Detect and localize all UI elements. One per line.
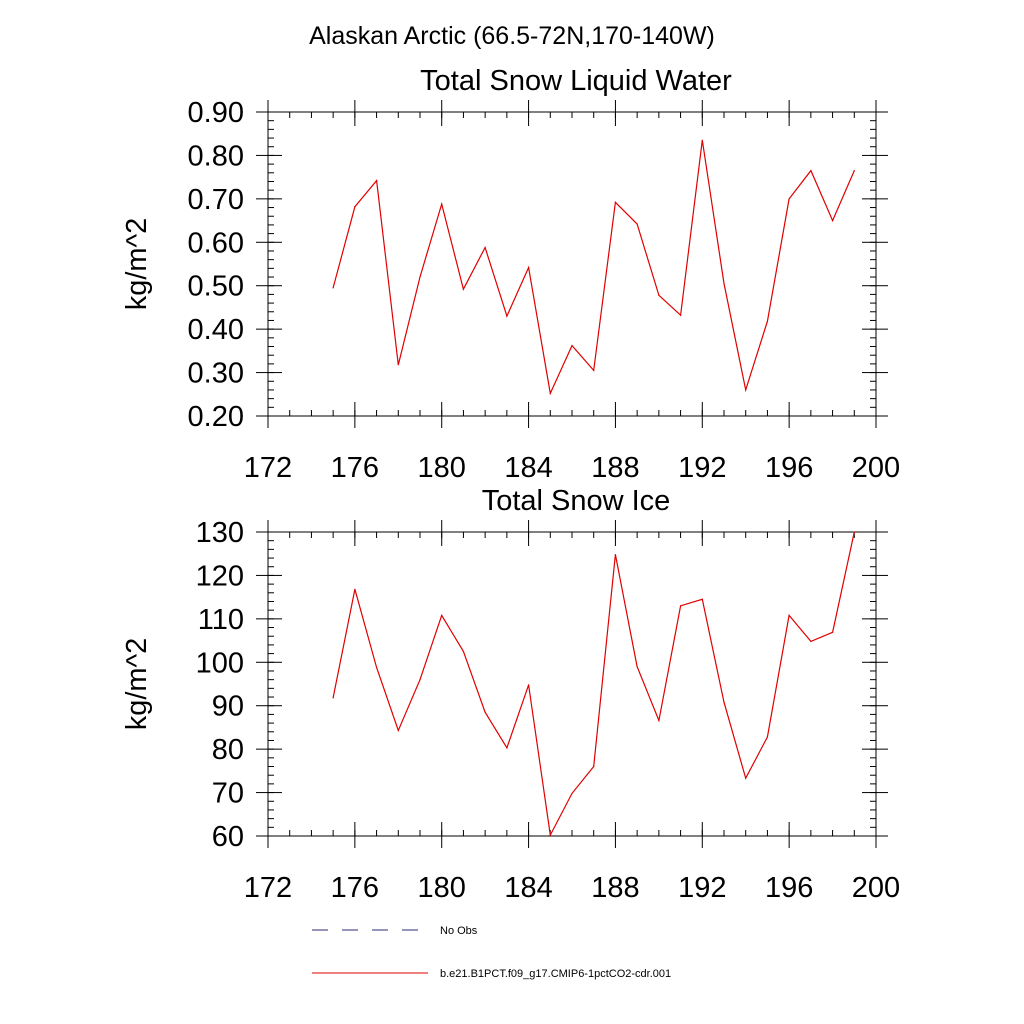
x-tick-label: 192 [678,872,726,904]
data-point [810,640,812,643]
data-point [788,614,790,616]
data-point [810,170,812,172]
chart-title-snow-ice: Total Snow Ice [482,485,671,517]
data-point [419,276,421,278]
data-point [701,598,703,600]
y-tick-label: 0.30 [188,358,244,390]
data-point [462,288,465,290]
data-point [831,631,834,633]
data-point [527,266,530,269]
data-point [506,747,508,749]
x-tick-label: 184 [504,872,552,904]
y-tick-label: 80 [212,734,244,766]
y-tick-label: 0.20 [188,401,244,433]
series-line-snow-ice [332,531,855,838]
data-point [354,206,356,208]
data-point [853,170,855,172]
data-point [506,315,508,317]
data-point [571,792,573,795]
data-point [527,684,530,686]
y-tick-label: 90 [212,691,244,723]
data-point [593,765,595,768]
data-point [701,139,703,141]
x-tick-label: 200 [852,872,900,904]
x-tick-label: 188 [591,872,639,904]
x-tick-label: 196 [765,872,813,904]
snow-liquid-water-panel: Total Snow Liquid Water kg/m^2 172 176 180 18… [121,65,900,484]
x-tick-label: 196 [765,452,813,484]
data-point [397,364,399,366]
x-tick-label: 180 [418,452,466,484]
data-point [375,180,378,182]
x-tick-label: 192 [678,452,726,484]
data-point [397,729,399,732]
plot-frame-snow-ice [267,531,877,837]
data-point [745,389,747,391]
data-point [766,320,769,322]
data-point [614,201,617,203]
data-point [332,697,334,699]
data-point [723,282,725,285]
y-tick-label: 0.50 [188,271,244,303]
y-tick-label: 0.90 [188,97,244,129]
chart-title-liquid-water: Total Snow Liquid Water [420,65,732,97]
data-point [593,369,595,371]
data-point [853,531,855,533]
data-point [332,287,334,289]
snow-ice-panel: Total Snow Ice kg/m^2 172 176 180 184 188 192 19… [121,485,900,904]
x-tick-label: 200 [852,452,900,484]
legend-label-model-run: b.e21.B1PCT.f09_g17.CMIP6-1pctCO2-cdr.00… [440,968,671,980]
legend: No Obs b.e21.B1PCT.f09_g17.CMIP6-1pctCO2… [312,925,671,980]
data-point [658,719,660,722]
data-point [441,203,443,205]
data-point [636,223,638,225]
data-point [375,666,378,669]
data-point [766,736,769,738]
data-point [679,314,682,316]
y-tick-label: 0.80 [188,140,244,172]
data-point [484,711,486,713]
data-point [549,834,551,836]
data-point [419,679,421,681]
x-tick-label: 172 [244,872,292,904]
page-title: Alaskan Arctic (66.5-72N,170-140W) [309,22,715,50]
y-tick-label: 110 [198,604,244,636]
y-axis-label-liquid-water: kg/m^2 [121,218,153,311]
data-point [354,588,356,590]
data-point [614,553,617,556]
y-tick-label: 0.60 [188,227,244,259]
x-tick-label: 176 [331,452,379,484]
legend-label-no-obs: No Obs [440,925,478,937]
y-tick-label: 0.40 [188,314,244,346]
x-tick-label: 176 [331,872,379,904]
x-tick-label: 180 [418,872,466,904]
data-point [788,198,790,200]
y-tick-label: 70 [212,778,244,810]
y-tick-label: 120 [196,560,244,592]
y-tick-label: 60 [212,821,244,853]
x-tick-label: 188 [591,452,639,484]
data-point [441,614,443,616]
x-tick-label: 172 [244,452,292,484]
y-tick-label: 130 [196,517,244,549]
data-point [745,777,747,779]
plot-frame-liquid-water [267,111,877,417]
y-tick-label: 0.70 [188,184,244,216]
y-axis-label-snow-ice: kg/m^2 [121,638,153,731]
data-point [462,650,465,653]
data-point [679,605,682,607]
x-tick-label: 184 [504,452,552,484]
data-point [571,345,573,347]
series-line-liquid-water [332,140,855,396]
data-point [723,701,725,703]
data-point [831,219,834,222]
data-point [549,392,551,395]
data-point [484,246,486,249]
data-point [658,294,660,296]
y-tick-label: 100 [196,647,244,679]
data-point [636,666,638,668]
